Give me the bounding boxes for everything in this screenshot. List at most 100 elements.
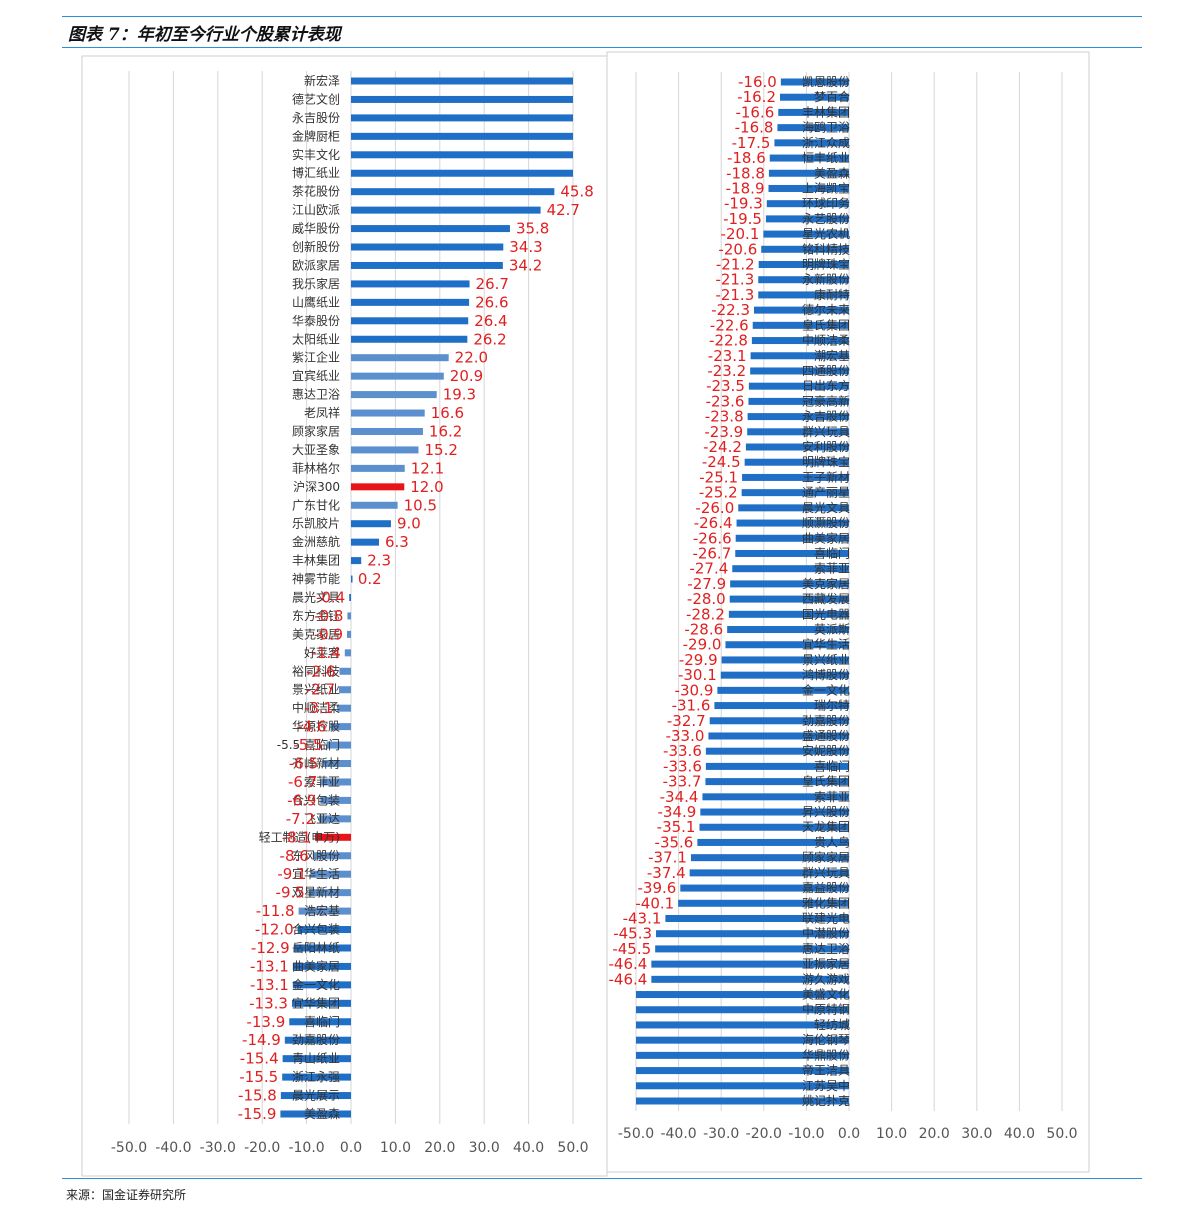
bar xyxy=(651,975,849,983)
data-label: -20.6 xyxy=(718,240,757,258)
category-label: 凯恩股份 xyxy=(802,75,850,89)
chart-frame xyxy=(81,55,608,1177)
bar xyxy=(761,245,849,253)
source-divider xyxy=(62,1178,1142,1179)
data-label: -28.0 xyxy=(687,590,726,608)
bar xyxy=(282,1055,351,1063)
bar xyxy=(310,870,351,878)
data-label: 20.9 xyxy=(450,367,483,385)
bar xyxy=(708,732,849,740)
data-label: 34.3 xyxy=(509,238,542,256)
category-label: 大亚圣象 xyxy=(292,443,340,457)
category-label: 惠达卫浴 xyxy=(292,388,340,402)
data-label: -22.3 xyxy=(711,301,750,319)
bar xyxy=(747,428,849,436)
tick-label: -40.0 xyxy=(660,1126,696,1142)
data-label: -8.6 xyxy=(280,847,309,865)
bar xyxy=(322,760,351,768)
data-label: -6.7 xyxy=(288,773,317,791)
data-label: 9.0 xyxy=(397,515,421,533)
bar xyxy=(636,1006,849,1014)
category-label: 美克家居 xyxy=(802,576,850,591)
tick-label: 10.0 xyxy=(876,1126,907,1142)
bar xyxy=(289,1018,351,1026)
category-label: 岳阳林纸 xyxy=(292,941,340,955)
category-label: 浙江永强 xyxy=(292,1070,340,1084)
category-label: 华鼎股份 xyxy=(802,1048,850,1062)
category-label: 欧派家居 xyxy=(292,257,340,272)
category-label: 紫江企业 xyxy=(292,350,340,365)
data-label: -26.7 xyxy=(692,544,731,562)
data-label: 10.5 xyxy=(404,496,437,514)
data-label: -33.6 xyxy=(663,742,702,760)
bar xyxy=(636,991,849,999)
category-label: 乐凯胶片 xyxy=(292,516,340,531)
category-label: 宜华生活 xyxy=(802,637,850,652)
data-label: -24.5 xyxy=(702,453,741,471)
category-label: 金一文化 xyxy=(802,682,850,697)
data-label: -1.4 xyxy=(312,644,341,662)
bar xyxy=(351,280,470,288)
category-label: 鸿博股份 xyxy=(802,667,850,682)
category-label: 广东甘化 xyxy=(292,498,340,512)
category-label: 劲嘉股份 xyxy=(292,1033,340,1047)
category-label: 帝王洁具 xyxy=(802,1063,850,1078)
data-label: -19.5 xyxy=(723,210,762,228)
data-label: -3.1 xyxy=(304,699,333,717)
bar xyxy=(312,852,351,860)
category-label: 新宏泽 xyxy=(304,73,340,88)
category-label: 美克家居 xyxy=(292,626,340,641)
bar xyxy=(351,446,419,454)
category-label: 丰林集团 xyxy=(292,553,340,568)
data-label: 26.4 xyxy=(474,312,507,330)
data-label: -23.5 xyxy=(706,377,745,395)
category-label: 丰林集团 xyxy=(802,104,850,119)
tick-label: -50.0 xyxy=(618,1126,654,1142)
category-label: 恒丰纸业 xyxy=(802,151,850,165)
category-label: 安妮股份 xyxy=(802,743,850,758)
bar xyxy=(765,215,849,223)
data-label: -19.3 xyxy=(724,195,763,213)
bar xyxy=(721,656,849,664)
category-label: 山鹰纸业 xyxy=(292,294,340,309)
tick-label: 40.0 xyxy=(513,1140,544,1156)
bar xyxy=(351,298,470,306)
category-label: 美盈森 xyxy=(304,1106,340,1121)
bar xyxy=(752,321,849,329)
bar xyxy=(351,335,468,343)
category-label: 梦百合 xyxy=(814,89,850,104)
bar xyxy=(732,565,849,573)
data-label: 42.7 xyxy=(547,201,580,219)
data-label: -23.2 xyxy=(707,362,746,380)
data-label: -13.1 xyxy=(250,957,289,975)
bar xyxy=(280,1110,351,1118)
data-label: -16.0 xyxy=(738,73,777,91)
category-label: 雅化集团 xyxy=(802,895,850,910)
category-label: 潮宏基 xyxy=(814,348,850,363)
data-label: -35.1 xyxy=(657,818,696,836)
category-label: 菲林格尔 xyxy=(292,460,340,475)
bar xyxy=(351,151,573,159)
category-label: 江山欧派 xyxy=(292,203,340,217)
category-label: 瑞尔特 xyxy=(814,698,850,713)
data-label: -8.1 xyxy=(282,828,311,846)
bar xyxy=(758,261,849,269)
data-label: -34.4 xyxy=(660,788,699,806)
data-label: -23.9 xyxy=(704,423,743,441)
data-label: -46.4 xyxy=(609,955,648,973)
data-label: -14.9 xyxy=(242,1031,281,1049)
category-label: 东风股份 xyxy=(292,849,340,863)
bar xyxy=(351,225,510,233)
chart-1: -50.0 -40.0 -30.0 -20.0 -10.0 0.0 10.0 20.0 30.0… xyxy=(81,55,608,1177)
data-label: -18.6 xyxy=(727,149,766,167)
bar xyxy=(351,317,469,325)
category-label: 太阳纸业 xyxy=(292,331,340,346)
bar xyxy=(320,796,351,804)
bar xyxy=(351,188,555,196)
bar xyxy=(735,534,849,542)
bar xyxy=(747,413,849,421)
category-label: 皇氏集团 xyxy=(802,317,850,332)
bar xyxy=(351,520,391,528)
data-label: 45.8 xyxy=(560,183,593,201)
category-label: 美盈森 xyxy=(814,165,850,180)
